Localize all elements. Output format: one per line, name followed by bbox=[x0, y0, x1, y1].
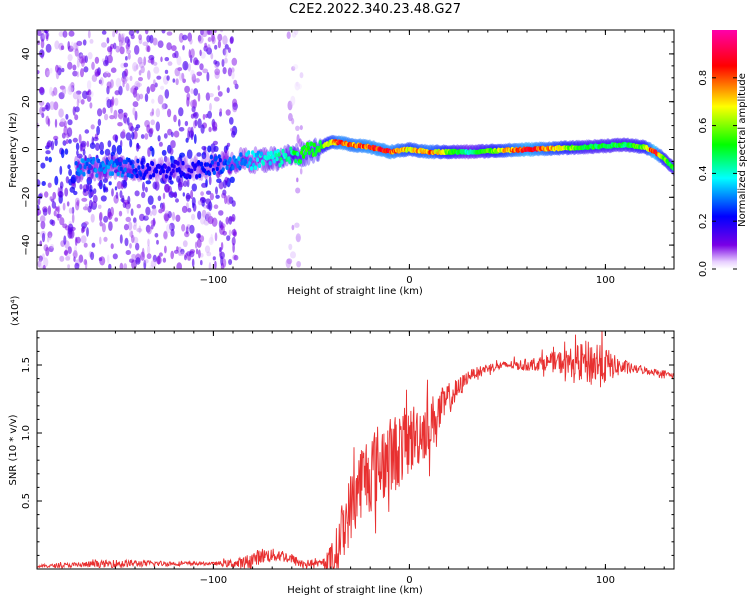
spectrogram-y-tick-label: 0 bbox=[21, 146, 32, 152]
snr-y-tick-label: 1.5 bbox=[21, 357, 32, 373]
colorbar: 0.0 0.2 0.4 0.6 0.8 Normalized spectral ampl… bbox=[698, 30, 748, 277]
snr-x-label: Height of straight line (km) bbox=[287, 585, 423, 596]
figure-title: C2E2.2022.340.23.48.G27 bbox=[288, 2, 462, 17]
colorbar-label: Normalized spectral amplitude bbox=[737, 73, 748, 227]
colorbar-tick-label: 0.4 bbox=[698, 165, 709, 181]
spectrogram-y-tick-label: −20 bbox=[21, 187, 32, 208]
snr-y-label: SNR (10 * v/v) bbox=[8, 414, 19, 485]
colorbar-tick-label: 0.2 bbox=[698, 213, 709, 229]
snr-panel: −100 0 100 0.5 1.0 1.5 Height of straight lin… bbox=[8, 295, 675, 596]
snr-x-tick-label: 0 bbox=[406, 575, 412, 586]
snr-y-tick-label: 0.5 bbox=[21, 493, 32, 509]
colorbar-tick-label: 0.8 bbox=[698, 70, 709, 86]
spectrogram-y-tick-label: 40 bbox=[21, 48, 32, 61]
snr-y-tick-label: 1.0 bbox=[21, 425, 32, 441]
snr-x-tick-label: −100 bbox=[200, 575, 227, 586]
snr-series-line bbox=[37, 331, 674, 569]
snr-ticks: −100 0 100 0.5 1.0 1.5 bbox=[21, 331, 674, 586]
colorbar-tick-label: 0.6 bbox=[698, 118, 709, 134]
spectrogram-marks bbox=[37, 30, 674, 269]
spectrogram-y-tick-label: −40 bbox=[21, 235, 32, 256]
spectrogram-x-tick-label: −100 bbox=[200, 275, 227, 286]
spectrogram-x-tick-label: 100 bbox=[596, 275, 615, 286]
colorbar-ticks: 0.0 0.2 0.4 0.6 0.8 bbox=[698, 70, 737, 277]
spectrogram-noise-band bbox=[37, 30, 239, 269]
snr-frame bbox=[36, 330, 675, 570]
colorbar-tick-label: 0.0 bbox=[698, 261, 709, 277]
spectrogram-panel: −100 0 100 −40 −20 0 20 40 Height of straight l… bbox=[8, 29, 675, 297]
spectrogram-y-label: Frequency (Hz) bbox=[8, 112, 19, 188]
spectrogram-ticks: −100 0 100 −40 −20 0 20 40 bbox=[21, 29, 674, 286]
colorbar-gradient bbox=[712, 30, 737, 269]
spectrogram-x-tick-label: 0 bbox=[406, 275, 412, 286]
spectrogram-y-tick-label: 20 bbox=[21, 95, 32, 108]
snr-y-multiplier: (x10⁴) bbox=[10, 295, 21, 326]
snr-x-tick-label: 100 bbox=[596, 575, 615, 586]
spectrogram-ridge bbox=[74, 134, 674, 185]
snr-marks bbox=[37, 331, 674, 569]
spectrogram-x-label: Height of straight line (km) bbox=[287, 286, 423, 297]
